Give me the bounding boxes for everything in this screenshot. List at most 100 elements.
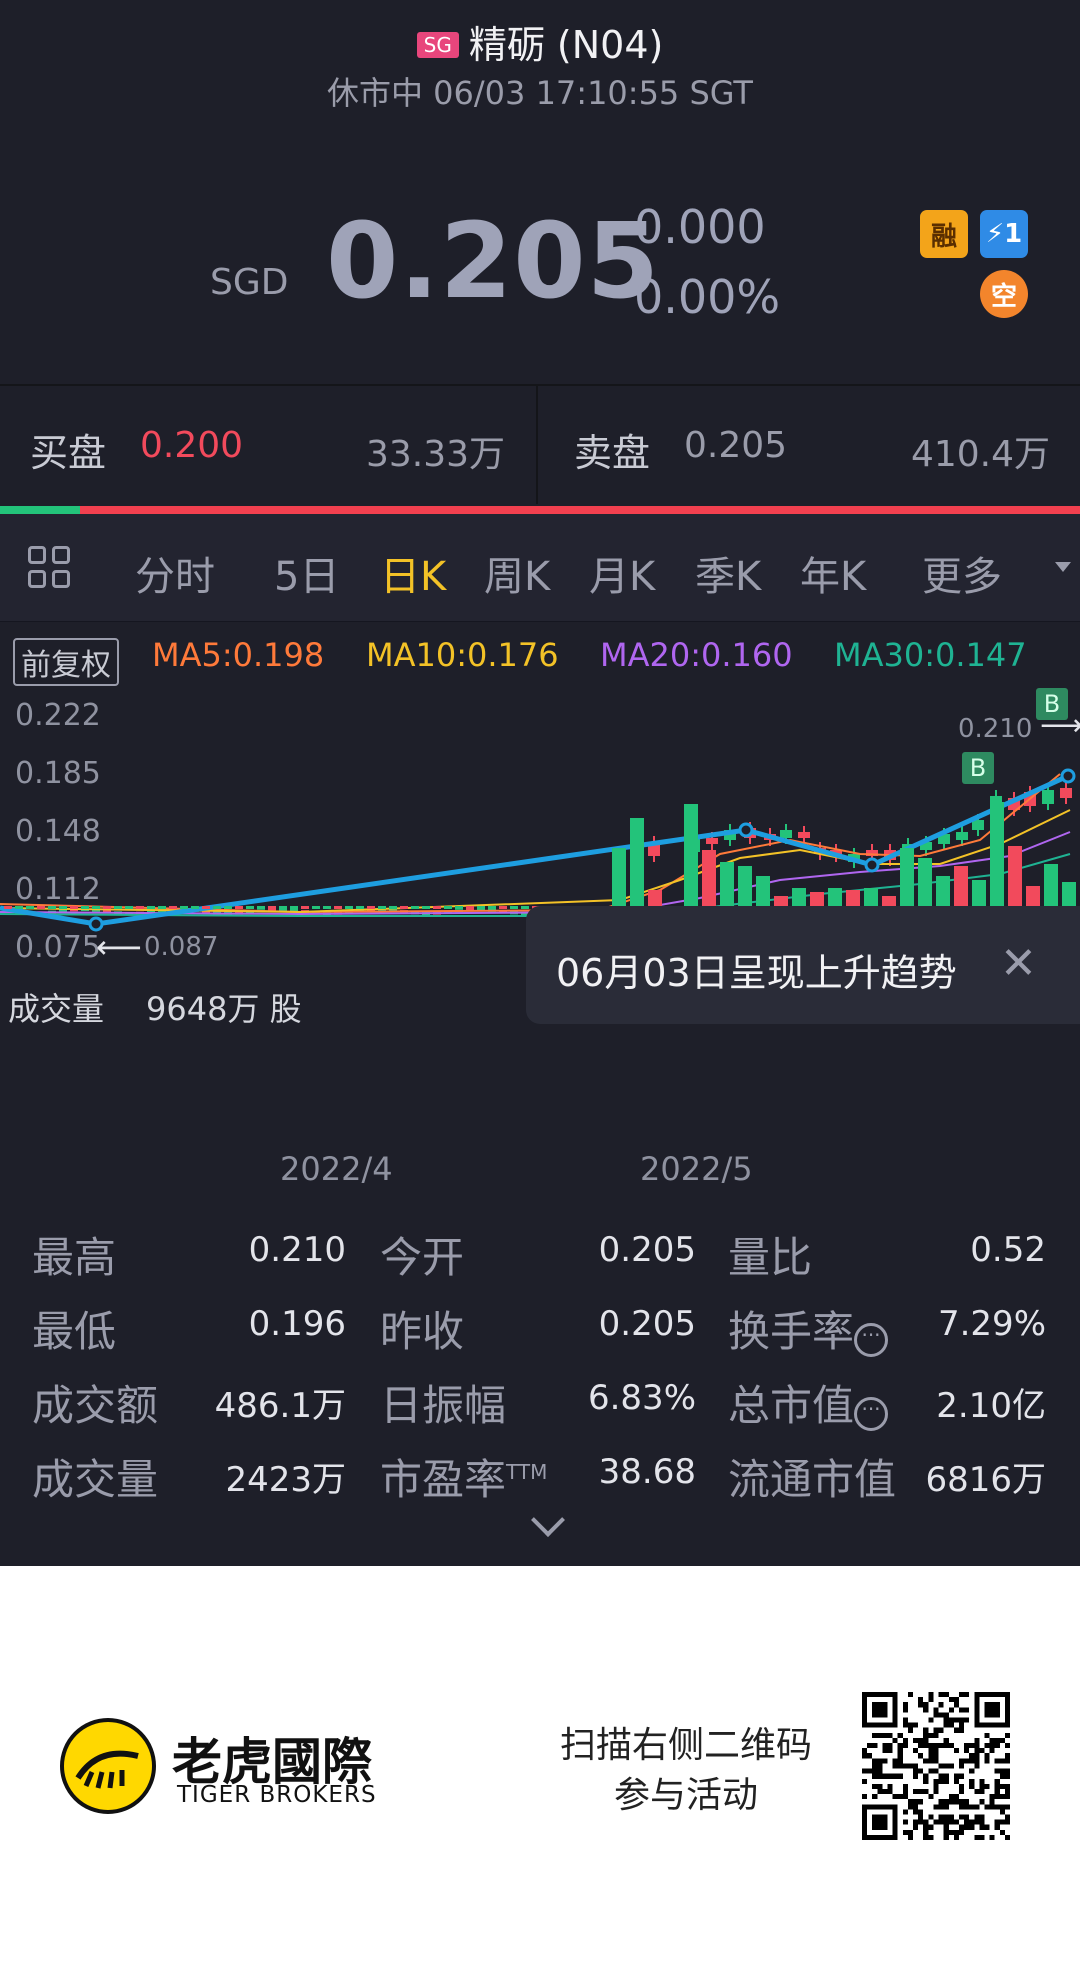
qr-module (928, 1814, 934, 1820)
adjust-toggle[interactable]: 前复权 (13, 638, 119, 686)
volume-bar (301, 906, 309, 909)
qr-module (979, 1783, 985, 1789)
qr-module (907, 1834, 914, 1840)
volume-bar (224, 906, 232, 909)
qr-module (913, 1763, 919, 1769)
qr-module (928, 1824, 934, 1830)
volume-bar (1026, 886, 1040, 910)
ask-label: 卖盘 (574, 431, 651, 475)
volume-bar (378, 906, 386, 909)
volume-bar (15, 906, 23, 909)
buy-signal-marker[interactable]: B (962, 752, 994, 784)
qr-module (938, 1692, 944, 1698)
qr-module (862, 1794, 868, 1800)
stock-title: SG 精砺 (N04) (0, 14, 1080, 69)
qr-module (958, 1758, 965, 1764)
info-icon[interactable]: ··· (854, 1323, 889, 1357)
qr-module (907, 1763, 914, 1769)
qr-module (958, 1722, 965, 1728)
qr-module (928, 1717, 934, 1723)
qr-module (902, 1809, 908, 1815)
volume-bar (70, 906, 78, 909)
tab-5day[interactable]: 5日 (274, 554, 340, 600)
tab-quarterly-k[interactable]: 季K (695, 554, 762, 600)
qr-module (984, 1758, 990, 1764)
ask-volume: 410.4万 (910, 434, 1050, 475)
volume-bar (918, 858, 932, 910)
ask-strength-bar (80, 506, 1080, 514)
buy-signal-marker[interactable]: B (1036, 688, 1068, 720)
stat-label: 日振幅 (380, 1381, 507, 1430)
qr-module (887, 1748, 893, 1754)
qr-module (974, 1737, 980, 1744)
volume-bar (400, 906, 408, 909)
tab-intraday[interactable]: 分时 (135, 554, 215, 600)
qr-module (943, 1737, 949, 1744)
trend-tooltip[interactable] (526, 906, 1080, 1024)
kline-chart[interactable] (0, 680, 1080, 1160)
qr-module (1004, 1773, 1010, 1779)
qr-module (933, 1788, 939, 1795)
qr-module (872, 1773, 878, 1779)
qr-module (964, 1748, 970, 1754)
candlestick (103, 910, 111, 914)
chevron-down-icon[interactable] (531, 1503, 565, 1537)
volume-bar (684, 804, 698, 910)
qr-module (1004, 1794, 1010, 1800)
stat-label: 换手率 ··· (728, 1298, 889, 1359)
qr-module (923, 1773, 929, 1779)
volume-bar (81, 906, 89, 909)
high-marker: 0.210 (958, 714, 1033, 744)
qr-module (943, 1722, 949, 1728)
tab-yearly-k[interactable]: 年K (800, 554, 867, 600)
candlestick (938, 834, 950, 844)
qr-module (933, 1732, 939, 1738)
stat-label: 昨收 (380, 1307, 465, 1356)
qr-module (958, 1804, 965, 1810)
qr-module (877, 1763, 883, 1769)
volume-bar (900, 848, 914, 910)
qr-module (958, 1773, 965, 1779)
chevron-down-icon[interactable] (1055, 562, 1071, 572)
volume-bar (756, 876, 770, 910)
volume-bar (26, 906, 34, 909)
tab-monthly-k[interactable]: 月K (589, 554, 656, 600)
qr-module (867, 1743, 873, 1749)
qr-module (887, 1732, 893, 1738)
qr-module (907, 1727, 914, 1733)
qr-module (999, 1737, 1005, 1744)
qr-module (923, 1727, 929, 1733)
qr-module (877, 1788, 883, 1795)
tab-daily-k[interactable]: 日K (380, 554, 447, 600)
volume-bar (59, 906, 67, 909)
volume-bar (334, 906, 342, 909)
volume-bar (114, 906, 122, 909)
brand-name-en: TIGER BROKERS (177, 1782, 377, 1808)
tab-more[interactable]: 更多 (922, 554, 1002, 600)
ask-price: 0.205 (684, 425, 788, 466)
volume-bar (257, 906, 265, 909)
qr-module (974, 1819, 980, 1825)
qr-module (953, 1697, 959, 1703)
qr-module (984, 1804, 990, 1810)
qr-module (897, 1743, 903, 1749)
close-icon[interactable]: ✕ (1000, 938, 1037, 989)
qr-module (938, 1773, 944, 1779)
info-icon[interactable]: ··· (854, 1397, 889, 1431)
short-icon[interactable]: 空 (980, 270, 1028, 318)
qr-module (1004, 1768, 1010, 1774)
qr-module (923, 1829, 929, 1835)
price-change-pct: 0.00% (634, 270, 781, 324)
qr-module (923, 1702, 929, 1708)
lightning-icon[interactable]: ⚡1 (980, 210, 1028, 258)
qr-module (887, 1788, 893, 1795)
margin-icon[interactable]: 融 (920, 210, 968, 258)
qr-code-icon[interactable] (862, 1692, 1010, 1840)
tab-weekly-k[interactable]: 周K (484, 554, 551, 600)
qr-module (928, 1794, 934, 1800)
stat-label: 今开 (380, 1233, 465, 1282)
qr-module (867, 1753, 873, 1759)
grid-icon[interactable] (28, 546, 74, 592)
qr-module (964, 1692, 970, 1698)
qr-module (923, 1788, 929, 1795)
